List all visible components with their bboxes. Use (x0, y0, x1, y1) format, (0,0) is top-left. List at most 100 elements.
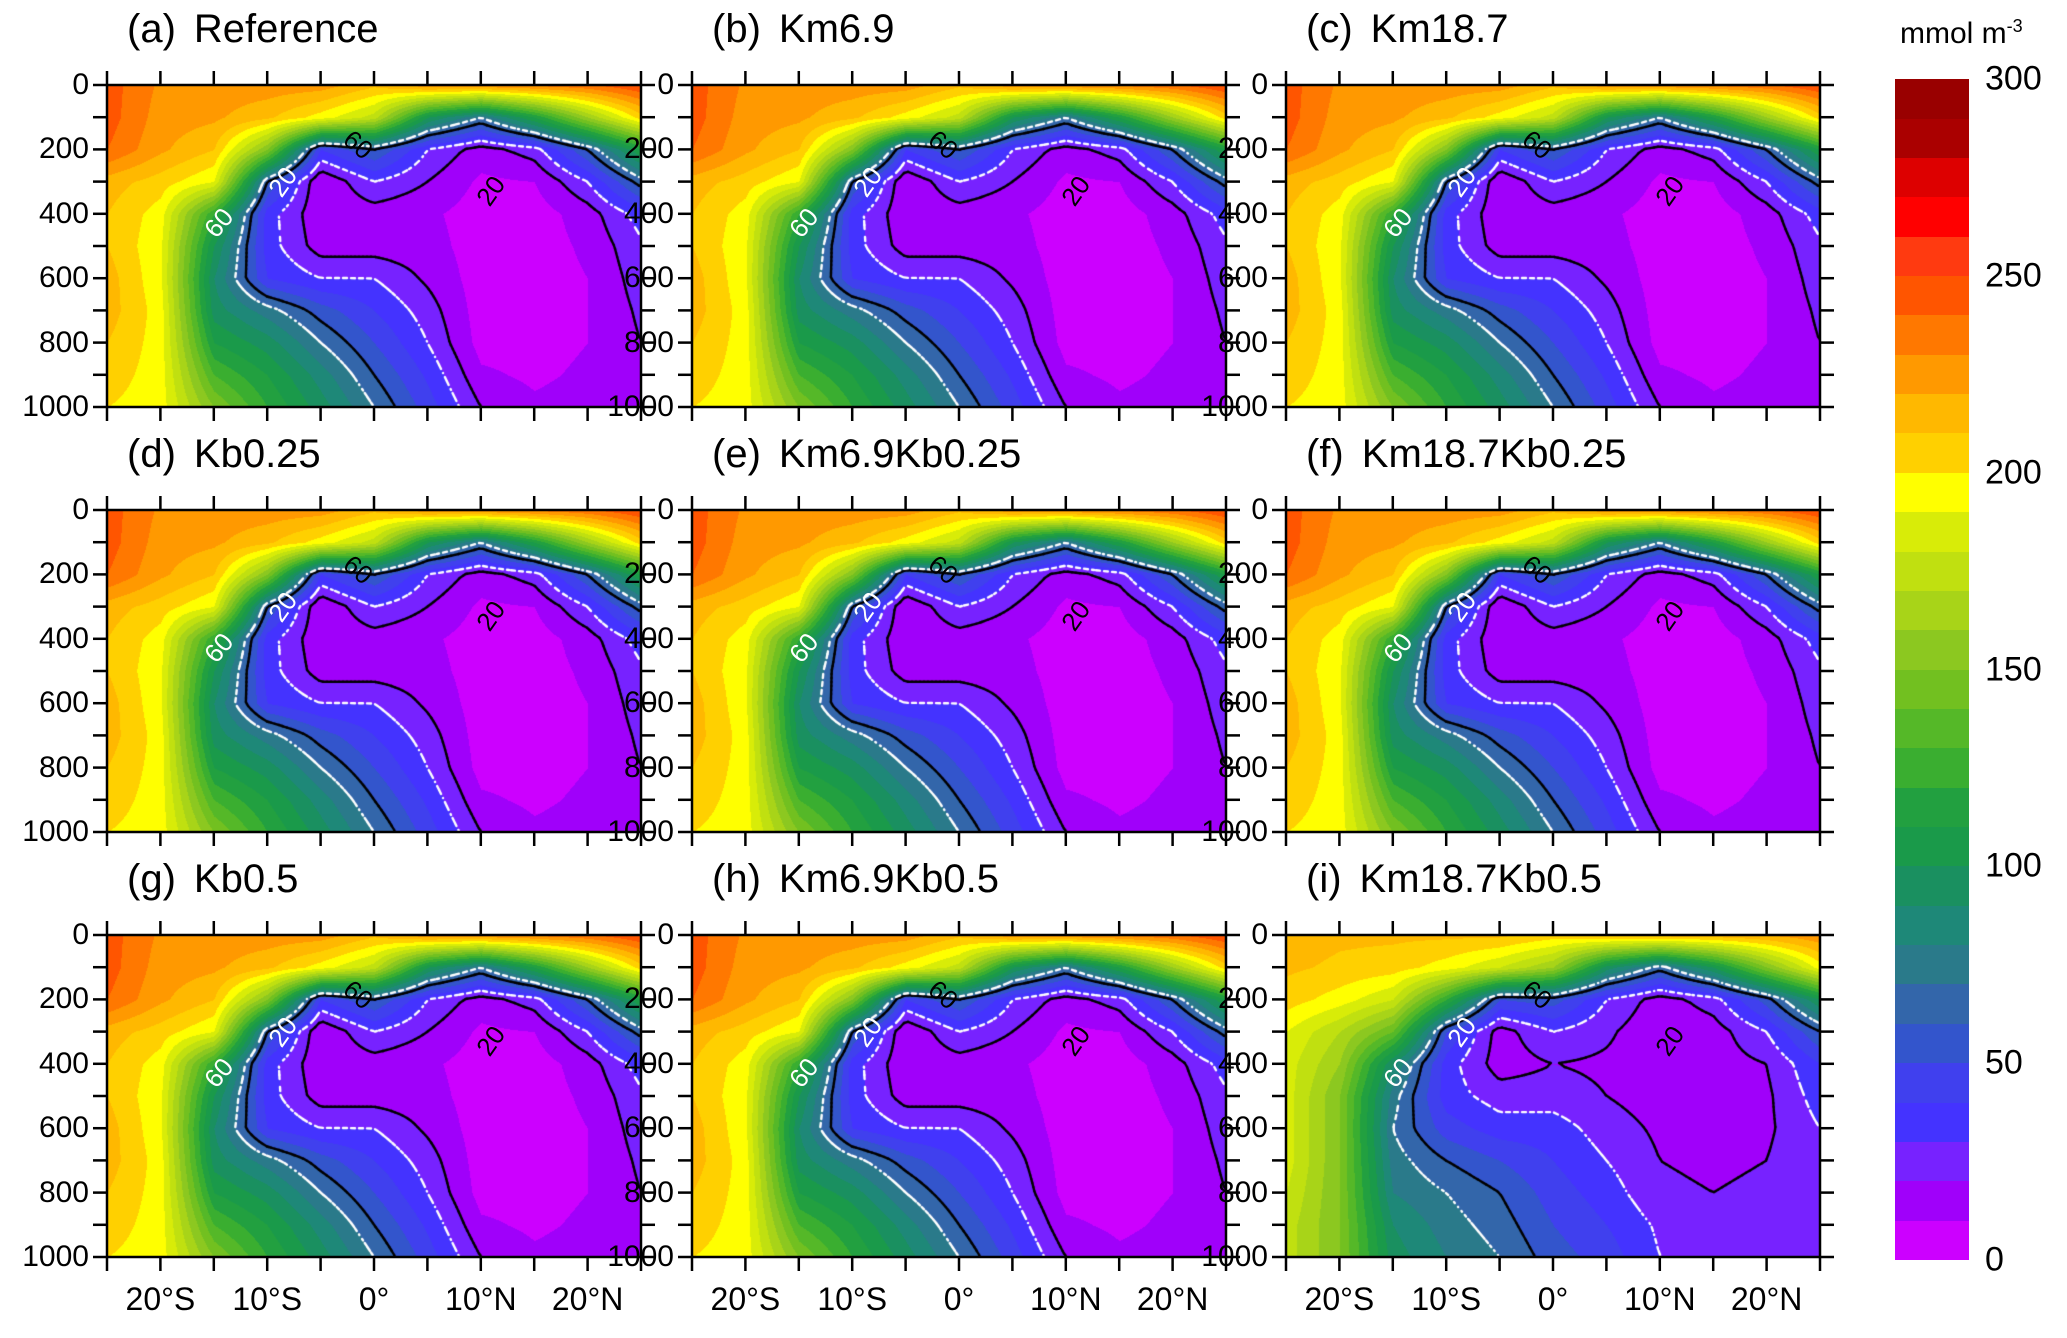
x-tick-label: 10°S (1411, 1281, 1482, 1317)
panel-name: Km18.7Kb0.5 (1359, 857, 1602, 901)
y-tick-label: 800 (623, 750, 674, 784)
colorbar-band (1895, 236, 1969, 277)
heatmap-canvas (692, 85, 1226, 407)
y-tick-label: 200 (1217, 132, 1268, 166)
panel-name: Km6.9 (778, 7, 895, 51)
y-tick-label: 400 (1217, 621, 1268, 655)
y-tick-label: 0 (657, 493, 674, 526)
y-tick-label: 0 (72, 68, 89, 101)
colorbar-band (1895, 512, 1969, 552)
y-tick-label: 0 (657, 68, 674, 101)
panel-name: Km18.7 (1370, 7, 1509, 51)
heatmap-canvas (692, 510, 1226, 832)
panel-letter: (b) (712, 7, 761, 51)
x-tick-label: 10°N (1624, 1281, 1696, 1317)
panel-title: (a) Reference (127, 7, 378, 52)
axes-frame (678, 496, 1240, 846)
colorbar-band (1895, 118, 1969, 158)
heatmap-canvas (107, 85, 641, 407)
y-tick-label: 800 (1217, 750, 1268, 784)
colorbar-tick-label: 200 (1985, 453, 2042, 492)
y-tick-label: 1000 (22, 1240, 89, 1273)
x-tick-label: 0° (943, 1281, 975, 1317)
colorbar-band (1895, 315, 1969, 355)
y-tick-label: 400 (38, 621, 89, 655)
y-tick-label: 400 (1217, 196, 1268, 230)
x-tick-label: 20°S (1304, 1281, 1375, 1317)
panel-name: Km6.9Kb0.25 (778, 432, 1022, 476)
panel-a: (a) Reference 60 20 60 20 0 200 400 600 800 1000 (22, 7, 655, 423)
y-tick-label: 1000 (22, 815, 89, 848)
panel-name: Km18.7Kb0.25 (1361, 432, 1627, 476)
y-tick-label: 400 (623, 621, 674, 655)
y-tick-label: 200 (623, 982, 674, 1016)
y-tick-label: 200 (38, 982, 89, 1016)
x-tick-label: 20°N (1136, 1281, 1209, 1317)
colorbar-unit-text: mmol m (1900, 17, 2007, 50)
panel-title: (g) Kb0.5 (127, 857, 298, 902)
colorbar-band (1895, 984, 1969, 1024)
panel-c: (c) Km18.7 60 20 60 20 0 200 400 600 800 1000 (1201, 7, 1834, 423)
colorbar-band (1895, 748, 1969, 788)
y-tick-label: 600 (1217, 686, 1268, 720)
y-tick-label: 800 (1217, 1175, 1268, 1209)
y-tick-label: 0 (72, 493, 89, 526)
colorbar-band (1895, 1063, 1969, 1103)
colorbar-band (1895, 905, 1969, 946)
y-tick-label: 800 (623, 1175, 674, 1209)
colorbar-band (1895, 1023, 1969, 1064)
colorbar-band (1895, 433, 1969, 473)
panel-letter: (i) (1306, 857, 1342, 901)
panel-title: (e) Km6.9Kb0.25 (712, 432, 1021, 477)
panel-title: (d) Kb0.25 (127, 432, 321, 477)
colorbar-band (1895, 866, 1969, 906)
colorbar-band (1895, 708, 1969, 749)
x-tick-label: 20°N (1730, 1281, 1803, 1317)
y-tick-label: 800 (38, 325, 89, 359)
y-tick-label: 0 (657, 918, 674, 951)
y-tick-label: 200 (623, 557, 674, 591)
colorbar-band (1895, 1102, 1969, 1142)
x-tick-label: 10°N (1030, 1281, 1102, 1317)
panel-e: (e) Km6.9Kb0.25 60 20 60 20 0 200 400 600 800 1000 (607, 432, 1240, 848)
axes-frame (93, 921, 655, 1271)
heatmap-canvas (107, 510, 641, 832)
panel-g: (g) Kb0.5 60 20 60 20 0 200 400 600 800 1000 20°S 10°… (22, 857, 655, 1317)
colorbar-band (1895, 827, 1969, 867)
colorbar-band (1895, 787, 1969, 828)
y-tick-label: 200 (1217, 982, 1268, 1016)
y-tick-label: 0 (1251, 918, 1268, 951)
colorbar-band (1895, 197, 1969, 237)
y-tick-label: 400 (1217, 1046, 1268, 1080)
colorbar-band (1895, 1181, 1969, 1221)
panel-b: (b) Km6.9 60 20 60 20 0 200 400 600 800 1000 (607, 7, 1240, 423)
y-tick-label: 600 (623, 1111, 674, 1145)
colorbar-band (1895, 1141, 1969, 1182)
x-tick-label: 0° (1537, 1281, 1569, 1317)
x-tick-label: 10°N (445, 1281, 517, 1317)
colorbar-band (1895, 590, 1969, 631)
y-tick-label: 800 (38, 750, 89, 784)
y-tick-label: 400 (623, 1046, 674, 1080)
panel-letter: (f) (1306, 432, 1344, 476)
colorbar-tick-label: 250 (1985, 256, 2042, 295)
colorbar-band (1895, 669, 1969, 709)
y-tick-label: 600 (1217, 1111, 1268, 1145)
x-tick-label: 20°S (125, 1281, 196, 1317)
y-tick-label: 600 (38, 261, 89, 295)
panel-h: (h) Km6.9Kb0.5 60 20 60 20 0 200 400 600 800 1000 20… (607, 857, 1240, 1317)
panel-f: (f) Km18.7Kb0.25 60 20 60 20 0 200 400 600 800 1000 (1201, 432, 1834, 848)
panel-letter: (a) (127, 7, 176, 51)
panel-title: (b) Km6.9 (712, 7, 895, 52)
heatmap-canvas (1286, 510, 1820, 832)
colorbar-band (1895, 630, 1969, 670)
colorbar-band (1895, 157, 1969, 198)
panel-letter: (c) (1306, 7, 1353, 51)
panel-d: (d) Kb0.25 60 20 60 20 0 200 400 600 800 1000 (22, 432, 655, 848)
x-tick-label: 0° (358, 1281, 390, 1317)
colorbar-tick-label: 100 (1985, 846, 2042, 885)
y-tick-label: 1000 (607, 390, 674, 423)
y-tick-label: 1000 (607, 1240, 674, 1273)
y-tick-label: 200 (38, 557, 89, 591)
x-tick-label: 10°S (817, 1281, 888, 1317)
